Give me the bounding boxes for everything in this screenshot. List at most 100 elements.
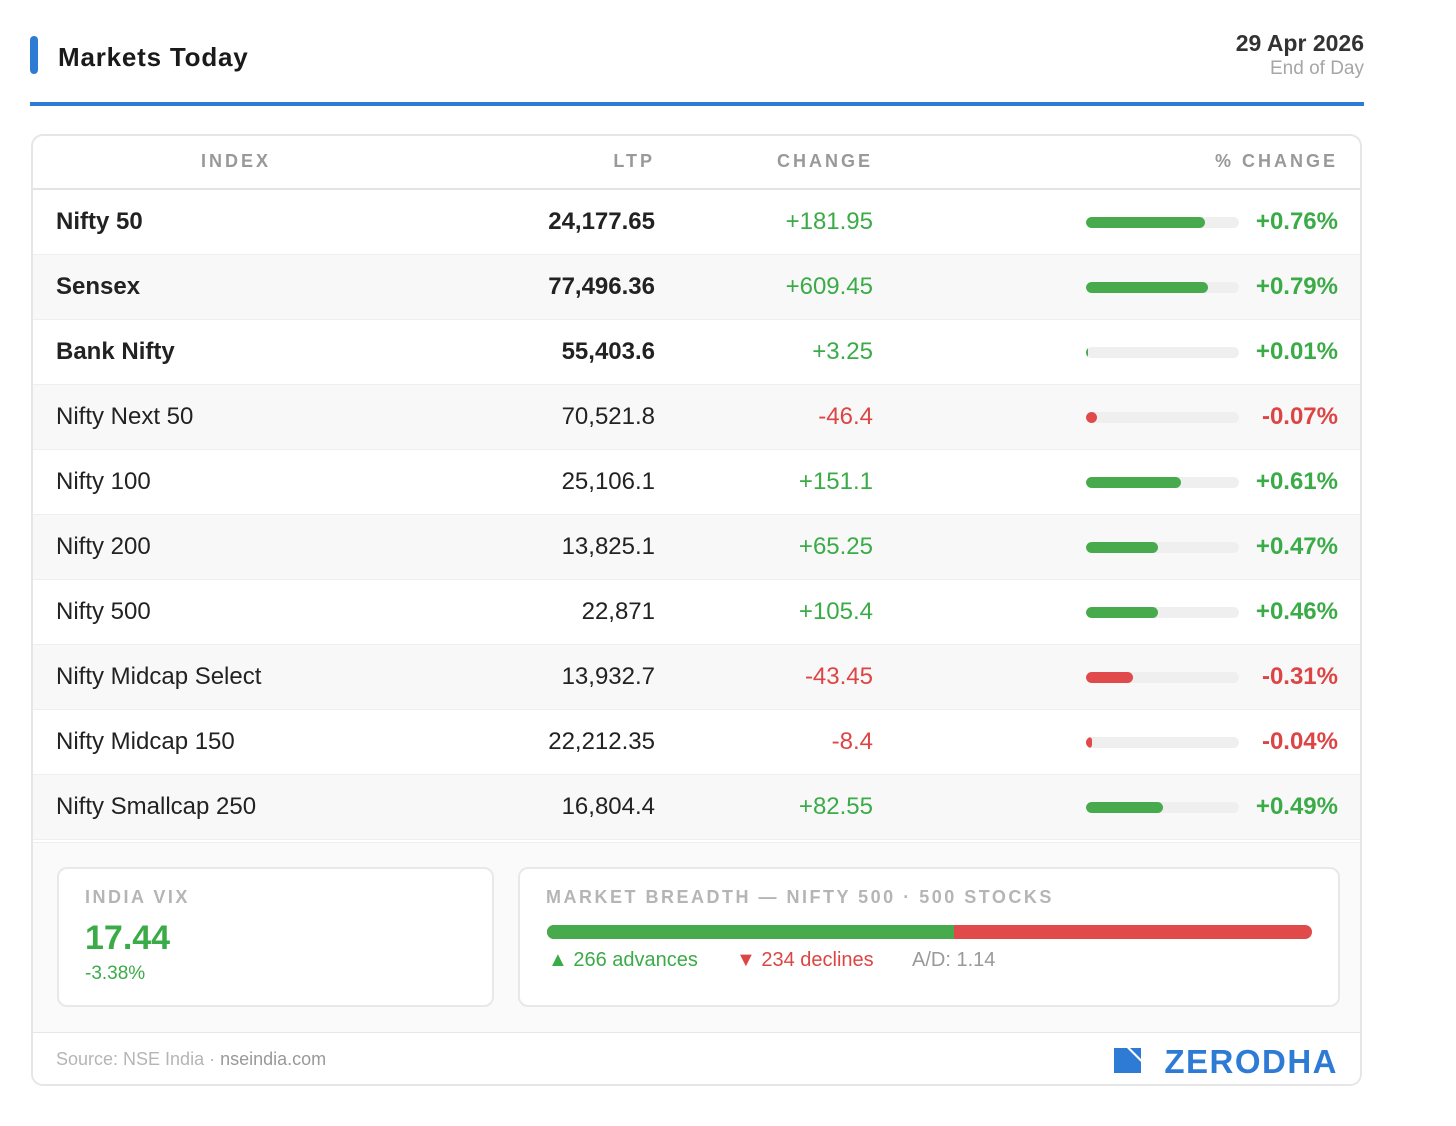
index-name: Bank Nifty bbox=[56, 338, 175, 365]
change-bar-fill bbox=[1086, 672, 1134, 683]
change-bar-fill bbox=[1086, 282, 1209, 293]
india-vix-card: INDIA VIX 17.44 -3.38% bbox=[57, 867, 494, 1007]
market-breadth-card: MARKET BREADTH — NIFTY 500 · 500 STOCKS … bbox=[518, 867, 1340, 1007]
table-row[interactable]: Nifty 50 24,177.65 +181.95 +0.76% bbox=[33, 190, 1360, 255]
breadth-bar bbox=[547, 925, 1312, 939]
index-change: +65.25 bbox=[798, 533, 873, 560]
table-row[interactable]: Nifty Midcap 150 22,212.35 -8.4 -0.04% bbox=[33, 710, 1360, 775]
index-ltp: 13,932.7 bbox=[561, 663, 655, 690]
index-pct-change: -0.04% bbox=[1261, 728, 1338, 755]
table-row[interactable]: Nifty 500 22,871 +105.4 +0.46% bbox=[33, 580, 1360, 645]
table-row[interactable]: Nifty 100 25,106.1 +151.1 +0.61% bbox=[33, 450, 1360, 515]
table-row[interactable]: Nifty Next 50 70,521.8 -46.4 -0.07% bbox=[33, 385, 1360, 450]
index-change: -8.4 bbox=[831, 728, 873, 755]
change-bar-fill bbox=[1086, 477, 1181, 488]
ad-ratio: A/D: 1.14 bbox=[912, 949, 996, 971]
table-row[interactable]: Nifty Smallcap 250 16,804.4 +82.55 +0.49% bbox=[33, 775, 1360, 840]
page-header: Markets Today 29 Apr 2026 End of Day bbox=[30, 28, 1364, 104]
index-ltp: 25,106.1 bbox=[561, 468, 655, 495]
change-bar-track bbox=[1086, 412, 1239, 423]
change-bar-track bbox=[1086, 477, 1239, 488]
index-name: Nifty Midcap 150 bbox=[56, 728, 235, 755]
report-subtitle: End of Day bbox=[1270, 58, 1364, 79]
source-prefix: Source: NSE India · bbox=[56, 1049, 221, 1069]
zerodha-logo-icon bbox=[1114, 1048, 1141, 1073]
header-divider bbox=[30, 102, 1364, 106]
vix-value: 17.44 bbox=[85, 919, 171, 957]
source-link[interactable]: nseindia.com bbox=[220, 1049, 327, 1069]
index-ltp: 70,521.8 bbox=[561, 403, 655, 430]
change-bar-track bbox=[1086, 217, 1239, 228]
index-change: +609.45 bbox=[785, 273, 873, 300]
column-header-index[interactable]: INDEX bbox=[201, 151, 272, 171]
index-name: Sensex bbox=[56, 273, 141, 300]
index-change: +82.55 bbox=[798, 793, 873, 820]
declines-count: ▼ 234 declines bbox=[736, 949, 874, 971]
change-bar-track bbox=[1086, 737, 1239, 748]
index-ltp: 13,825.1 bbox=[561, 533, 655, 560]
index-name: Nifty Midcap Select bbox=[56, 663, 262, 690]
change-bar-fill bbox=[1086, 542, 1158, 553]
table-row[interactable]: Nifty 200 13,825.1 +65.25 +0.47% bbox=[33, 515, 1360, 580]
index-change: +151.1 bbox=[798, 468, 873, 495]
index-pct-change: +0.61% bbox=[1255, 468, 1338, 495]
index-pct-change: +0.79% bbox=[1255, 273, 1338, 300]
index-pct-change: +0.47% bbox=[1255, 533, 1338, 560]
page-title: Markets Today bbox=[58, 42, 249, 72]
brand-logo: ZERODHA bbox=[1098, 1041, 1338, 1080]
change-bar-track bbox=[1086, 672, 1239, 683]
table-row[interactable]: Sensex 77,496.36 +609.45 +0.79% bbox=[33, 255, 1360, 320]
column-header-change[interactable]: CHANGE bbox=[776, 151, 873, 171]
index-pct-change: +0.49% bbox=[1255, 793, 1338, 820]
change-bar-track bbox=[1086, 282, 1239, 293]
report-date: 29 Apr 2026 bbox=[1235, 30, 1364, 56]
table-header: INDEX LTP CHANGE % CHANGE bbox=[33, 136, 1360, 190]
index-change: +181.95 bbox=[785, 208, 873, 235]
breadth-label: MARKET BREADTH — NIFTY 500 · 500 STOCKS bbox=[546, 887, 1054, 907]
vix-change: -3.38% bbox=[85, 963, 146, 984]
advances-count: ▲ 266 advances bbox=[548, 949, 698, 971]
change-bar-fill bbox=[1086, 217, 1206, 228]
change-bar-fill bbox=[1086, 607, 1158, 618]
index-change: -43.45 bbox=[804, 663, 873, 690]
index-ltp: 16,804.4 bbox=[561, 793, 655, 820]
change-bar-fill bbox=[1086, 802, 1163, 813]
index-name: Nifty Smallcap 250 bbox=[56, 793, 257, 820]
index-ltp: 22,871 bbox=[581, 598, 655, 625]
index-pct-change: -0.31% bbox=[1261, 663, 1338, 690]
vix-label: INDIA VIX bbox=[85, 887, 190, 907]
index-pct-change: -0.07% bbox=[1261, 403, 1338, 430]
index-ltp: 22,212.35 bbox=[548, 728, 655, 755]
change-bar-track bbox=[1086, 347, 1239, 358]
change-bar-track bbox=[1086, 542, 1239, 553]
column-header-pct-change[interactable]: % CHANGE bbox=[1214, 151, 1338, 171]
index-name: Nifty 50 bbox=[56, 208, 143, 235]
index-pct-change: +0.01% bbox=[1255, 338, 1338, 365]
table-row[interactable]: Bank Nifty 55,403.6 +3.25 +0.01% bbox=[33, 320, 1360, 385]
markets-card: INDEX LTP CHANGE % CHANGE Nifty 50 24,177… bbox=[31, 134, 1362, 1086]
index-change: -46.4 bbox=[818, 403, 873, 430]
title-accent-bar bbox=[30, 36, 38, 74]
source-note: Source: NSE India · nseindia.com bbox=[56, 1049, 326, 1070]
index-change: +3.25 bbox=[812, 338, 873, 365]
index-ltp: 24,177.65 bbox=[548, 208, 655, 235]
index-name: Nifty Next 50 bbox=[56, 403, 194, 430]
index-name: Nifty 100 bbox=[56, 468, 151, 495]
change-bar-fill bbox=[1086, 347, 1088, 358]
change-bar-fill bbox=[1086, 737, 1093, 748]
index-table-body: Nifty 50 24,177.65 +181.95 +0.76% Sensex 77,4… bbox=[33, 190, 1360, 840]
index-ltp: 55,403.6 bbox=[561, 338, 655, 365]
column-header-ltp[interactable]: LTP bbox=[613, 151, 655, 171]
index-name: Nifty 200 bbox=[56, 533, 151, 560]
index-change: +105.4 bbox=[798, 598, 873, 625]
change-bar-fill bbox=[1086, 412, 1097, 423]
brand-name: ZERODHA bbox=[1164, 1043, 1338, 1080]
index-pct-change: +0.46% bbox=[1255, 598, 1338, 625]
change-bar-track bbox=[1086, 607, 1239, 618]
index-pct-change: +0.76% bbox=[1255, 208, 1338, 235]
table-row[interactable]: Nifty Midcap Select 13,932.7 -43.45 -0.31% bbox=[33, 645, 1360, 710]
index-ltp: 77,496.36 bbox=[548, 273, 655, 300]
breadth-advances-fill bbox=[547, 925, 954, 939]
card-footer: Source: NSE India · nseindia.com ZERODHA bbox=[33, 1032, 1360, 1084]
summary-section: INDIA VIX 17.44 -3.38% MARKET BREADTH — … bbox=[33, 842, 1360, 1032]
